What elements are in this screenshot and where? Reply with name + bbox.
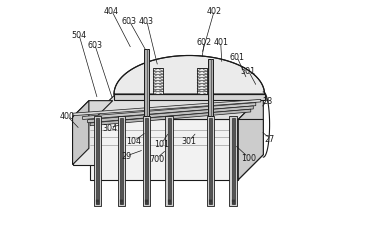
Text: 603: 603 bbox=[87, 40, 102, 50]
Polygon shape bbox=[145, 119, 148, 204]
Polygon shape bbox=[238, 120, 263, 180]
Text: 104: 104 bbox=[127, 137, 142, 146]
Polygon shape bbox=[83, 103, 256, 120]
Text: 27: 27 bbox=[265, 134, 275, 143]
Polygon shape bbox=[120, 119, 123, 204]
Polygon shape bbox=[208, 60, 213, 116]
Polygon shape bbox=[96, 119, 99, 204]
Polygon shape bbox=[143, 116, 150, 206]
Polygon shape bbox=[72, 118, 96, 165]
Polygon shape bbox=[168, 119, 171, 204]
Text: 28: 28 bbox=[262, 97, 272, 106]
Polygon shape bbox=[165, 116, 173, 206]
Polygon shape bbox=[238, 95, 263, 180]
Text: 602: 602 bbox=[197, 38, 212, 47]
Polygon shape bbox=[114, 56, 265, 95]
Polygon shape bbox=[209, 119, 212, 204]
Polygon shape bbox=[232, 119, 235, 204]
Polygon shape bbox=[72, 101, 89, 165]
Polygon shape bbox=[229, 116, 237, 206]
Text: 403: 403 bbox=[139, 17, 154, 26]
Polygon shape bbox=[118, 116, 125, 206]
Polygon shape bbox=[72, 101, 113, 117]
Text: 100: 100 bbox=[241, 153, 256, 162]
Text: 404: 404 bbox=[104, 7, 119, 16]
Polygon shape bbox=[90, 110, 251, 126]
Text: 700: 700 bbox=[149, 154, 164, 163]
Text: 304: 304 bbox=[103, 124, 118, 132]
Text: 101: 101 bbox=[154, 139, 169, 148]
Polygon shape bbox=[90, 120, 238, 180]
Text: 301: 301 bbox=[182, 137, 197, 146]
Text: 603: 603 bbox=[122, 17, 137, 26]
Text: 504: 504 bbox=[71, 30, 86, 40]
Polygon shape bbox=[144, 50, 149, 116]
Polygon shape bbox=[114, 95, 265, 100]
Polygon shape bbox=[207, 116, 214, 206]
Text: 402: 402 bbox=[207, 7, 222, 16]
Polygon shape bbox=[197, 69, 206, 95]
Text: 29: 29 bbox=[122, 152, 132, 161]
Text: 401: 401 bbox=[213, 38, 228, 47]
Polygon shape bbox=[90, 95, 263, 120]
Text: 601: 601 bbox=[229, 53, 244, 62]
Polygon shape bbox=[153, 69, 163, 95]
Text: 501: 501 bbox=[241, 67, 256, 76]
Polygon shape bbox=[94, 116, 101, 206]
Polygon shape bbox=[87, 106, 253, 123]
Polygon shape bbox=[72, 100, 261, 116]
Text: 400: 400 bbox=[60, 112, 75, 121]
